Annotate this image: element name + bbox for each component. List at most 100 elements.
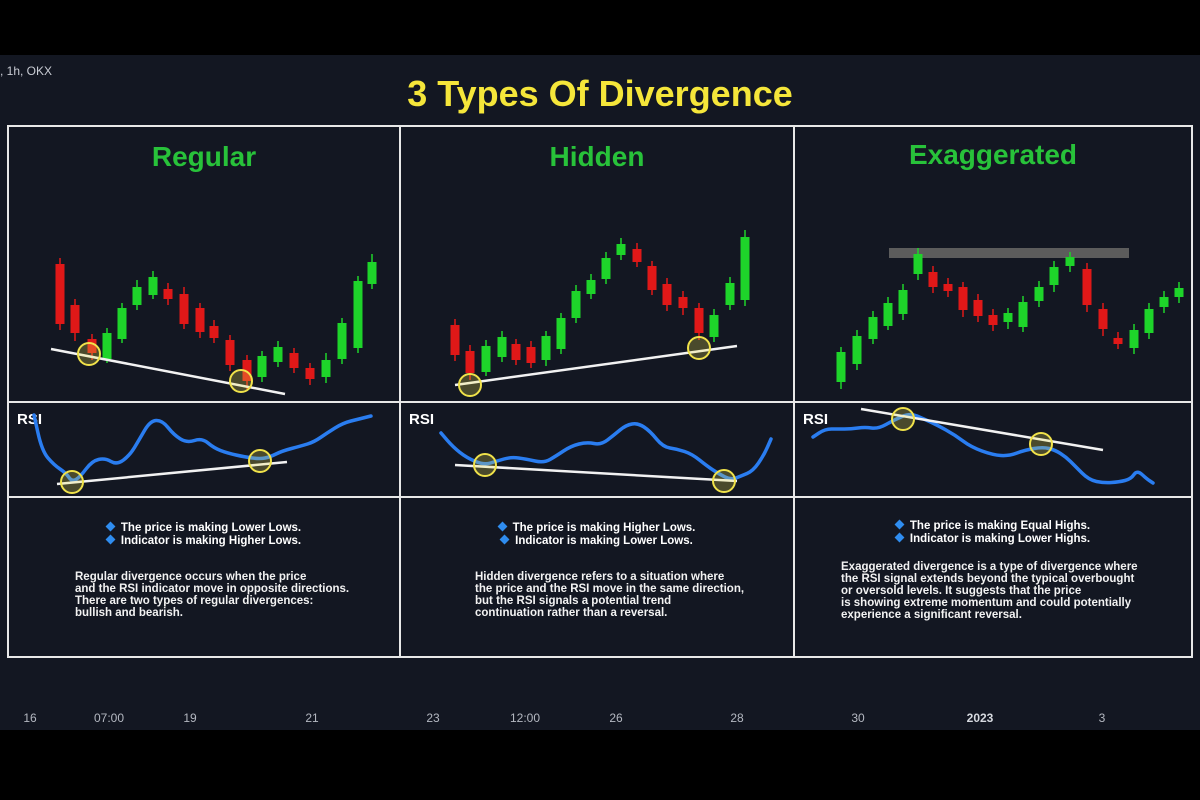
highlight-circle	[891, 407, 915, 431]
candle-body	[556, 318, 566, 349]
time-axis-tick: 26	[609, 711, 623, 725]
candle-body	[852, 336, 862, 364]
time-axis-tick: 30	[851, 711, 865, 725]
candle-body	[1003, 313, 1013, 322]
candle-body	[1018, 302, 1028, 327]
panel-title-hidden: Hidden	[549, 141, 645, 172]
panel-hidden-rsi: RSI	[399, 401, 795, 498]
candle-body	[1174, 288, 1184, 297]
candle-body	[132, 287, 142, 305]
bullet-text: Indicator is making Lower Highs.	[909, 533, 1091, 545]
trend-line	[56, 460, 288, 486]
candle-body	[662, 284, 672, 305]
candle-body	[541, 336, 551, 360]
candle-body	[601, 258, 611, 279]
trend-line	[860, 407, 1104, 452]
panel-title-exaggerated: Exaggerated	[908, 139, 1078, 170]
candle-body	[225, 340, 235, 365]
candle-body	[102, 333, 112, 359]
bullet-list: The price is making Higher Lows. Indicat…	[401, 521, 793, 548]
candle-body	[1098, 309, 1108, 329]
rsi-label: RSI	[803, 411, 829, 428]
highlight-circle	[77, 342, 101, 366]
candle-body	[836, 352, 846, 382]
candle-body	[117, 308, 127, 339]
candle-body	[257, 356, 267, 377]
bullet-item: Indicator is making Lower Lows.	[401, 534, 793, 548]
candle-body	[305, 368, 315, 379]
candle-body	[988, 315, 998, 325]
candle-body	[1129, 330, 1139, 348]
candle-body	[242, 360, 252, 381]
price-chart-regular	[50, 254, 377, 396]
candle-body	[195, 308, 205, 332]
rsi-line	[811, 412, 1155, 485]
panel-title-regular: Regular	[151, 141, 257, 172]
highlight-circle	[712, 469, 736, 493]
candle-body	[163, 289, 173, 299]
candle-body	[321, 360, 331, 377]
panel-hidden-chart: Hidden	[399, 125, 795, 403]
bullet-item: The price is making Equal Highs.	[795, 519, 1191, 533]
candle-body	[1159, 297, 1169, 307]
rsi-label: RSI	[409, 411, 435, 428]
time-axis[interactable]: 16 07:00 19 21 23 12:00 26 28 30 2023 3	[0, 705, 1200, 730]
description-text: Hidden divergence refers to a situation …	[475, 571, 745, 619]
candle-body	[1082, 269, 1092, 305]
diamond-bullet-icon	[105, 521, 116, 532]
candle-body	[1113, 338, 1123, 344]
highlight-circle	[248, 449, 272, 473]
candle-body	[973, 300, 983, 316]
bullet-list: The price is making Lower Lows. Indicato…	[9, 521, 399, 548]
candle-body	[55, 264, 65, 324]
highlight-circle	[473, 453, 497, 477]
candle-body	[353, 281, 363, 348]
bullet-item: The price is making Lower Lows.	[9, 521, 399, 535]
diamond-bullet-icon	[105, 534, 116, 545]
candle-body	[709, 315, 719, 337]
candle-body	[632, 249, 642, 262]
symbol-label: , 1h, OKX	[0, 64, 53, 78]
candle-body	[481, 346, 491, 372]
candle-body	[928, 272, 938, 287]
price-chart-exaggerated	[836, 248, 1184, 389]
page-title: 3 Types Of Divergence	[407, 73, 793, 114]
diamond-bullet-icon	[497, 521, 508, 532]
time-axis-tick: 21	[305, 711, 319, 725]
candle-body	[958, 287, 968, 310]
candle-body	[465, 351, 475, 373]
time-axis-tick: 23	[426, 711, 440, 725]
candle-body	[367, 262, 377, 284]
candle-body	[571, 291, 581, 318]
candle-body	[179, 294, 189, 324]
trend-line	[50, 347, 286, 396]
panel-exaggerated-text: The price is making Equal Highs. Indicat…	[793, 496, 1193, 658]
highlight-circle	[687, 336, 711, 360]
bullet-text: The price is making Higher Lows.	[512, 522, 696, 534]
candle-body	[526, 347, 536, 363]
highlight-circle	[458, 373, 482, 397]
panel-exaggerated-rsi: RSI	[793, 401, 1193, 498]
highlight-circle	[60, 470, 84, 494]
description-text: Regular divergence occurs when the price…	[75, 571, 350, 619]
trend-line	[454, 463, 738, 483]
time-axis-tick: 16	[23, 711, 37, 725]
candle-body	[725, 283, 735, 305]
bullet-text: The price is making Lower Lows.	[120, 522, 302, 534]
rsi-line	[439, 422, 773, 481]
candle-body	[337, 323, 347, 359]
time-axis-tick: 3	[1098, 711, 1106, 725]
candle-body	[586, 280, 596, 294]
candle-body	[740, 237, 750, 300]
bullet-item: Indicator is making Higher Lows.	[9, 534, 399, 548]
candle-body	[148, 277, 158, 295]
candle-body	[273, 347, 283, 362]
candle-body	[87, 339, 97, 353]
panel-hidden-text: The price is making Higher Lows. Indicat…	[399, 496, 795, 658]
candle-body	[678, 297, 688, 308]
candle-body	[913, 254, 923, 274]
diamond-bullet-icon	[894, 532, 905, 543]
candle-body	[1144, 309, 1154, 333]
chart-area[interactable]: , 1h, OKX 3 Types Of Divergence Regular …	[0, 55, 1200, 730]
bullet-text: The price is making Equal Highs.	[909, 520, 1091, 532]
